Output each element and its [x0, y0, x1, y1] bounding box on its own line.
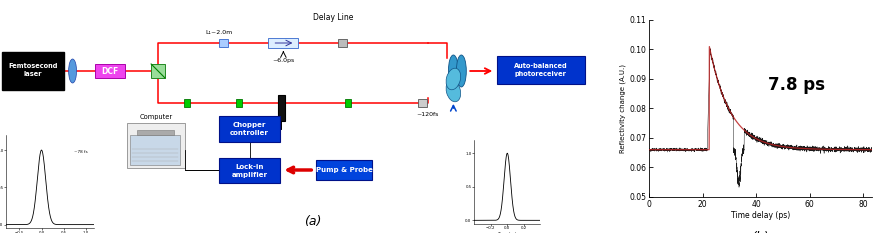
Bar	[127, 123, 185, 168]
Text: Auto-balanced
photoreceiver: Auto-balanced photoreceiver	[514, 63, 568, 77]
Ellipse shape	[457, 55, 466, 87]
Text: Chopper
controller: Chopper controller	[230, 122, 269, 136]
Bar	[338, 39, 347, 47]
Text: L₁~2.0m: L₁~2.0m	[205, 31, 232, 35]
Bar	[219, 158, 281, 183]
Ellipse shape	[69, 59, 77, 83]
Bar	[497, 56, 585, 84]
Bar	[184, 99, 190, 107]
Bar	[268, 38, 298, 48]
X-axis label: Time delay (ps): Time delay (ps)	[730, 211, 790, 220]
Ellipse shape	[449, 55, 458, 87]
Bar	[2, 52, 64, 90]
Text: Lock-in
amplifier: Lock-in amplifier	[231, 164, 268, 178]
Text: ~120fs: ~120fs	[417, 113, 439, 117]
Ellipse shape	[446, 68, 461, 90]
Bar	[418, 99, 426, 107]
Text: (b): (b)	[751, 231, 769, 233]
Text: (a): (a)	[305, 215, 322, 227]
Text: Pump & Probe: Pump & Probe	[315, 167, 373, 173]
Bar	[95, 64, 125, 78]
Text: Delay Line: Delay Line	[313, 14, 353, 23]
Bar	[278, 95, 285, 121]
Text: ~6.0ps: ~6.0ps	[272, 58, 295, 63]
Text: Computer: Computer	[140, 114, 173, 120]
Text: DCF: DCF	[102, 66, 119, 75]
Bar	[236, 99, 242, 107]
Bar	[316, 160, 372, 180]
Text: Femtosecond
laser: Femtosecond laser	[8, 63, 57, 77]
Text: 7.8 ps: 7.8 ps	[768, 76, 825, 94]
X-axis label: Time (ps): Time (ps)	[498, 232, 517, 233]
Bar	[137, 130, 174, 135]
Ellipse shape	[446, 80, 461, 102]
Bar	[219, 116, 281, 142]
Y-axis label: Reflectivity change (A.U.): Reflectivity change (A.U.)	[620, 64, 626, 153]
Bar	[345, 99, 351, 107]
Bar	[131, 135, 180, 165]
Bar	[151, 64, 165, 78]
Bar	[219, 39, 228, 47]
Text: ~78 fs: ~78 fs	[74, 150, 87, 154]
